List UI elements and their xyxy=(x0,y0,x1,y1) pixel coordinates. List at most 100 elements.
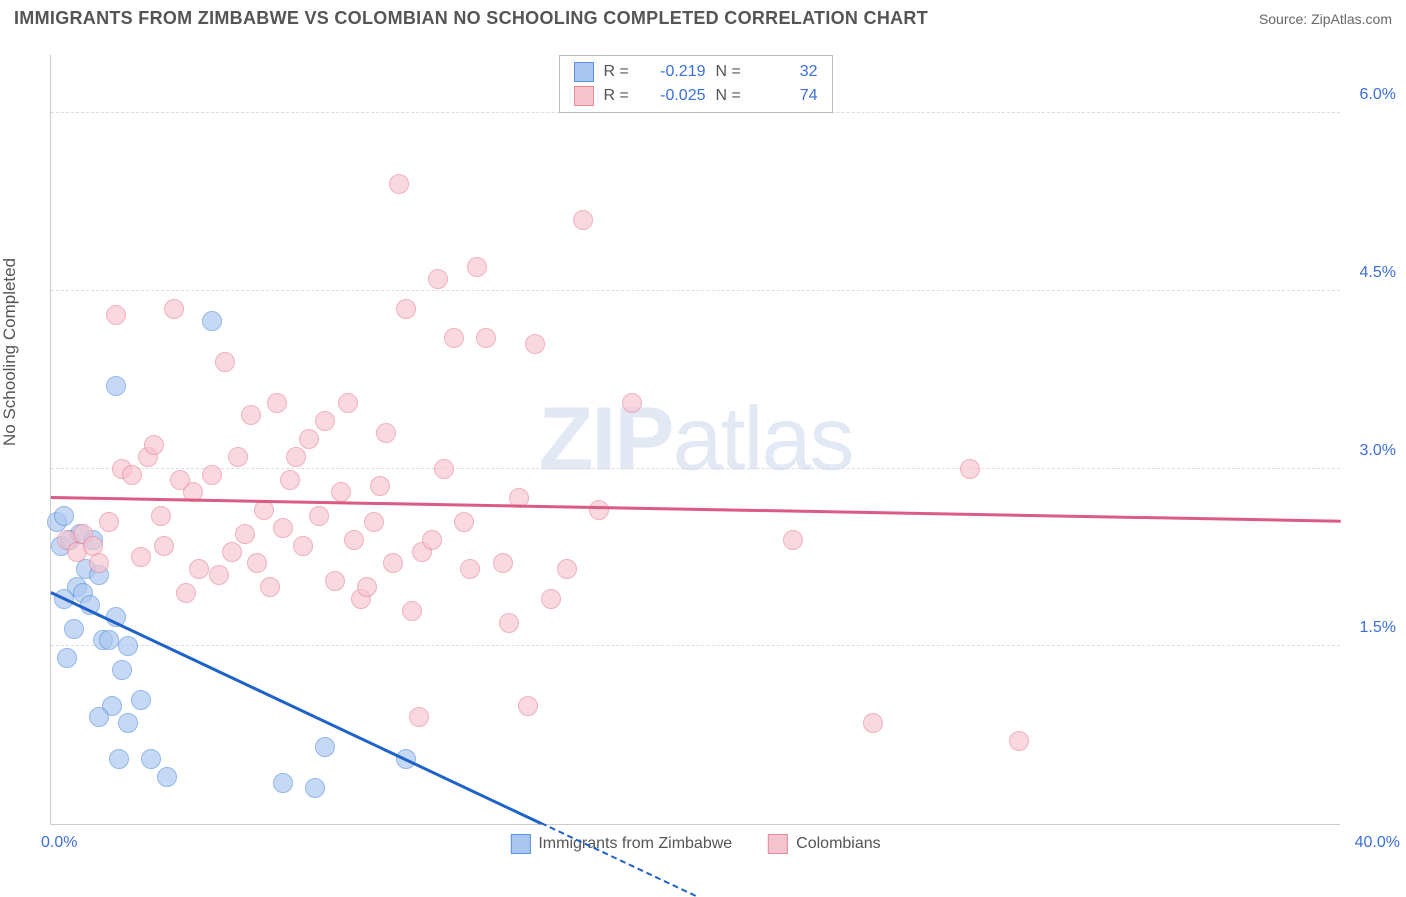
scatter-point xyxy=(164,299,184,319)
scatter-point xyxy=(260,577,280,597)
scatter-point xyxy=(222,542,242,562)
scatter-point xyxy=(109,749,129,769)
legend-item-1: Colombians xyxy=(768,834,880,854)
scatter-point xyxy=(141,749,161,769)
n-label: N = xyxy=(716,87,748,105)
scatter-point xyxy=(280,470,300,490)
legend-row-series-1: R = -0.025 N = 74 xyxy=(574,84,818,108)
trend-line xyxy=(51,496,1341,522)
grid-line xyxy=(51,645,1340,646)
scatter-point xyxy=(235,524,255,544)
y-axis-label: No Schooling Completed xyxy=(0,258,20,446)
source-name: ZipAtlas.com xyxy=(1311,11,1392,27)
r-value-1: -0.025 xyxy=(646,87,706,105)
scatter-point xyxy=(89,553,109,573)
scatter-point xyxy=(89,707,109,727)
scatter-point xyxy=(151,506,171,526)
scatter-point xyxy=(170,470,190,490)
scatter-point xyxy=(344,530,364,550)
scatter-point xyxy=(99,630,119,650)
scatter-point xyxy=(518,696,538,716)
scatter-point xyxy=(154,536,174,556)
x-tick-max: 40.0% xyxy=(1355,834,1400,852)
scatter-point xyxy=(309,506,329,526)
scatter-point xyxy=(228,447,248,467)
scatter-point xyxy=(863,713,883,733)
scatter-point xyxy=(106,376,126,396)
scatter-point xyxy=(364,512,384,532)
scatter-point xyxy=(202,465,222,485)
y-tick-label: 6.0% xyxy=(1360,86,1396,104)
scatter-point xyxy=(557,559,577,579)
x-tick-min: 0.0% xyxy=(41,834,77,852)
scatter-point xyxy=(144,435,164,455)
scatter-point xyxy=(299,429,319,449)
r-label: R = xyxy=(604,87,636,105)
scatter-point xyxy=(331,482,351,502)
legend-item-0: Immigrants from Zimbabwe xyxy=(510,834,732,854)
r-label: R = xyxy=(604,63,636,81)
series-name-0: Immigrants from Zimbabwe xyxy=(538,835,732,853)
scatter-point xyxy=(267,393,287,413)
scatter-point xyxy=(118,713,138,733)
scatter-point xyxy=(622,393,642,413)
scatter-point xyxy=(409,707,429,727)
scatter-point xyxy=(383,553,403,573)
scatter-point xyxy=(241,405,261,425)
scatter-point xyxy=(589,500,609,520)
watermark: ZIPatlas xyxy=(538,388,852,491)
scatter-point xyxy=(131,690,151,710)
scatter-point xyxy=(389,174,409,194)
scatter-point xyxy=(273,518,293,538)
grid-line xyxy=(51,468,1340,469)
scatter-point xyxy=(357,577,377,597)
n-value-1: 74 xyxy=(758,87,818,105)
y-tick-label: 3.0% xyxy=(1360,442,1396,460)
scatter-point xyxy=(444,328,464,348)
scatter-point xyxy=(376,423,396,443)
scatter-point xyxy=(122,465,142,485)
scatter-point xyxy=(434,459,454,479)
scatter-point xyxy=(57,648,77,668)
source-attribution: Source: ZipAtlas.com xyxy=(1259,11,1392,27)
scatter-point xyxy=(783,530,803,550)
scatter-point xyxy=(209,565,229,585)
n-value-0: 32 xyxy=(758,63,818,81)
scatter-point xyxy=(325,571,345,591)
scatter-point xyxy=(960,459,980,479)
scatter-point xyxy=(54,506,74,526)
scatter-point xyxy=(493,553,513,573)
y-tick-label: 4.5% xyxy=(1360,264,1396,282)
scatter-point xyxy=(286,447,306,467)
scatter-point xyxy=(338,393,358,413)
scatter-point xyxy=(370,476,390,496)
source-prefix: Source: xyxy=(1259,11,1311,27)
scatter-point xyxy=(402,601,422,621)
scatter-point xyxy=(305,778,325,798)
scatter-chart: ZIPatlas R = -0.219 N = 32 R = -0.025 N … xyxy=(50,55,1340,825)
scatter-point xyxy=(64,619,84,639)
scatter-point xyxy=(176,583,196,603)
watermark-bold: ZIP xyxy=(538,389,672,489)
scatter-point xyxy=(454,512,474,532)
scatter-point xyxy=(422,530,442,550)
swatch-icon xyxy=(510,834,530,854)
correlation-legend: R = -0.219 N = 32 R = -0.025 N = 74 xyxy=(559,55,833,113)
series-legend: Immigrants from Zimbabwe Colombians xyxy=(510,834,880,854)
legend-row-series-0: R = -0.219 N = 32 xyxy=(574,60,818,84)
scatter-point xyxy=(476,328,496,348)
scatter-point xyxy=(189,559,209,579)
scatter-point xyxy=(254,500,274,520)
scatter-point xyxy=(157,767,177,787)
scatter-point xyxy=(106,305,126,325)
scatter-point xyxy=(99,512,119,532)
scatter-point xyxy=(428,269,448,289)
trend-line xyxy=(50,591,541,824)
scatter-point xyxy=(467,257,487,277)
scatter-point xyxy=(273,773,293,793)
swatch-icon xyxy=(768,834,788,854)
grid-line xyxy=(51,290,1340,291)
y-tick-label: 1.5% xyxy=(1360,619,1396,637)
scatter-point xyxy=(202,311,222,331)
scatter-point xyxy=(247,553,267,573)
